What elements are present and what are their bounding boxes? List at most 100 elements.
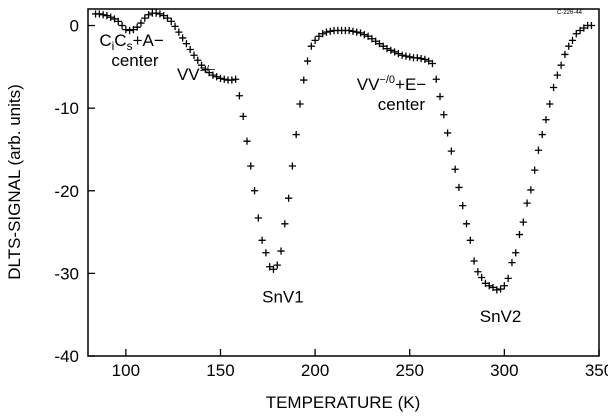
y-tick-label: -40 xyxy=(54,347,79,366)
data-point xyxy=(413,54,421,62)
data-point xyxy=(375,40,384,48)
data-point xyxy=(436,92,444,101)
data-point xyxy=(523,199,531,207)
data-point xyxy=(179,34,187,42)
data-point xyxy=(322,28,331,36)
data-point xyxy=(197,61,206,69)
data-point xyxy=(553,71,561,79)
data-point xyxy=(273,261,281,269)
data-point xyxy=(137,19,145,27)
data-point xyxy=(288,162,296,170)
data-point xyxy=(394,50,402,58)
x-axis-title: TEMPERATURE (K) xyxy=(266,393,421,412)
data-point xyxy=(489,283,497,292)
data-point xyxy=(455,183,463,192)
data-point xyxy=(500,282,508,290)
data-point xyxy=(451,165,459,173)
data-point xyxy=(345,26,353,35)
data-point xyxy=(160,12,168,20)
data-point xyxy=(190,51,198,59)
data-point xyxy=(349,27,357,35)
data-point xyxy=(549,83,558,92)
data-point xyxy=(466,236,474,244)
data-point xyxy=(406,53,414,61)
data-point xyxy=(534,146,543,154)
data-point xyxy=(425,57,433,65)
corner-code: C-226-44 xyxy=(557,10,583,16)
data-point xyxy=(300,76,308,84)
data-point xyxy=(315,32,323,40)
data-point xyxy=(213,73,221,81)
data-point xyxy=(156,10,164,18)
data-point xyxy=(167,17,175,25)
data-point xyxy=(144,11,153,19)
annotation-cics-center-line2: center xyxy=(111,51,159,70)
data-point xyxy=(417,54,425,63)
data-point xyxy=(368,35,376,43)
data-point xyxy=(216,74,225,82)
axis-ticks xyxy=(88,24,600,357)
data-point xyxy=(515,230,524,239)
x-tick-label: 200 xyxy=(301,361,329,380)
annotation-vv-double-minus: VV=/− xyxy=(177,64,216,84)
data-point xyxy=(493,286,501,294)
annotation-cics-sub-s: s xyxy=(127,39,133,53)
data-point xyxy=(379,42,387,50)
data-point xyxy=(281,220,289,228)
data-point xyxy=(311,36,319,44)
data-point xyxy=(383,45,391,53)
y-tick-label: -20 xyxy=(54,182,79,201)
data-point xyxy=(254,214,262,222)
data-point xyxy=(576,26,584,35)
data-point xyxy=(478,273,486,282)
data-point xyxy=(262,249,270,257)
data-point xyxy=(292,130,300,139)
annotation-cics-tail: +A− xyxy=(133,31,164,50)
data-point xyxy=(387,46,395,54)
y-tick-label: -30 xyxy=(54,264,79,283)
data-point xyxy=(285,194,293,202)
annotation-cics-center: CiCs+A− xyxy=(99,31,164,53)
data-point xyxy=(133,23,141,31)
data-point xyxy=(580,24,588,32)
annotation-vv-e-center: VV−/0+E− xyxy=(357,74,427,94)
data-point xyxy=(228,76,236,84)
data-point xyxy=(504,274,512,282)
data-point xyxy=(443,129,452,137)
data-point xyxy=(182,40,191,48)
data-point xyxy=(99,11,107,19)
annotation-cics-c1: C xyxy=(99,31,111,50)
data-point xyxy=(129,26,138,34)
plot-frame xyxy=(87,8,600,357)
annotation-vve-sup: −/0 xyxy=(379,74,395,86)
data-point xyxy=(587,21,596,30)
data-series xyxy=(91,9,596,294)
data-point xyxy=(538,130,546,139)
data-point xyxy=(447,147,455,155)
data-point xyxy=(353,28,361,36)
data-point xyxy=(239,112,247,121)
data-point xyxy=(519,218,527,226)
data-point xyxy=(296,100,304,108)
data-point xyxy=(201,65,209,73)
data-point xyxy=(243,137,251,145)
y-axis-title: DLTS-SIGNAL (arb. units) xyxy=(5,84,24,280)
data-point xyxy=(432,75,440,83)
data-point xyxy=(266,263,274,271)
data-point xyxy=(235,92,244,100)
data-point xyxy=(527,186,535,194)
y-tick-label: -10 xyxy=(54,99,79,118)
data-point xyxy=(205,69,213,77)
data-point xyxy=(152,9,160,17)
data-point xyxy=(470,257,478,265)
data-point xyxy=(209,71,217,79)
annotation-vv-sup: =/− xyxy=(200,64,216,76)
data-point xyxy=(107,13,115,21)
data-point xyxy=(110,15,119,23)
data-point xyxy=(163,14,172,22)
annotation-vve-base: VV xyxy=(357,75,380,94)
data-point xyxy=(118,21,126,30)
data-point xyxy=(398,51,406,59)
annotation-cics-c2: C xyxy=(114,31,126,50)
